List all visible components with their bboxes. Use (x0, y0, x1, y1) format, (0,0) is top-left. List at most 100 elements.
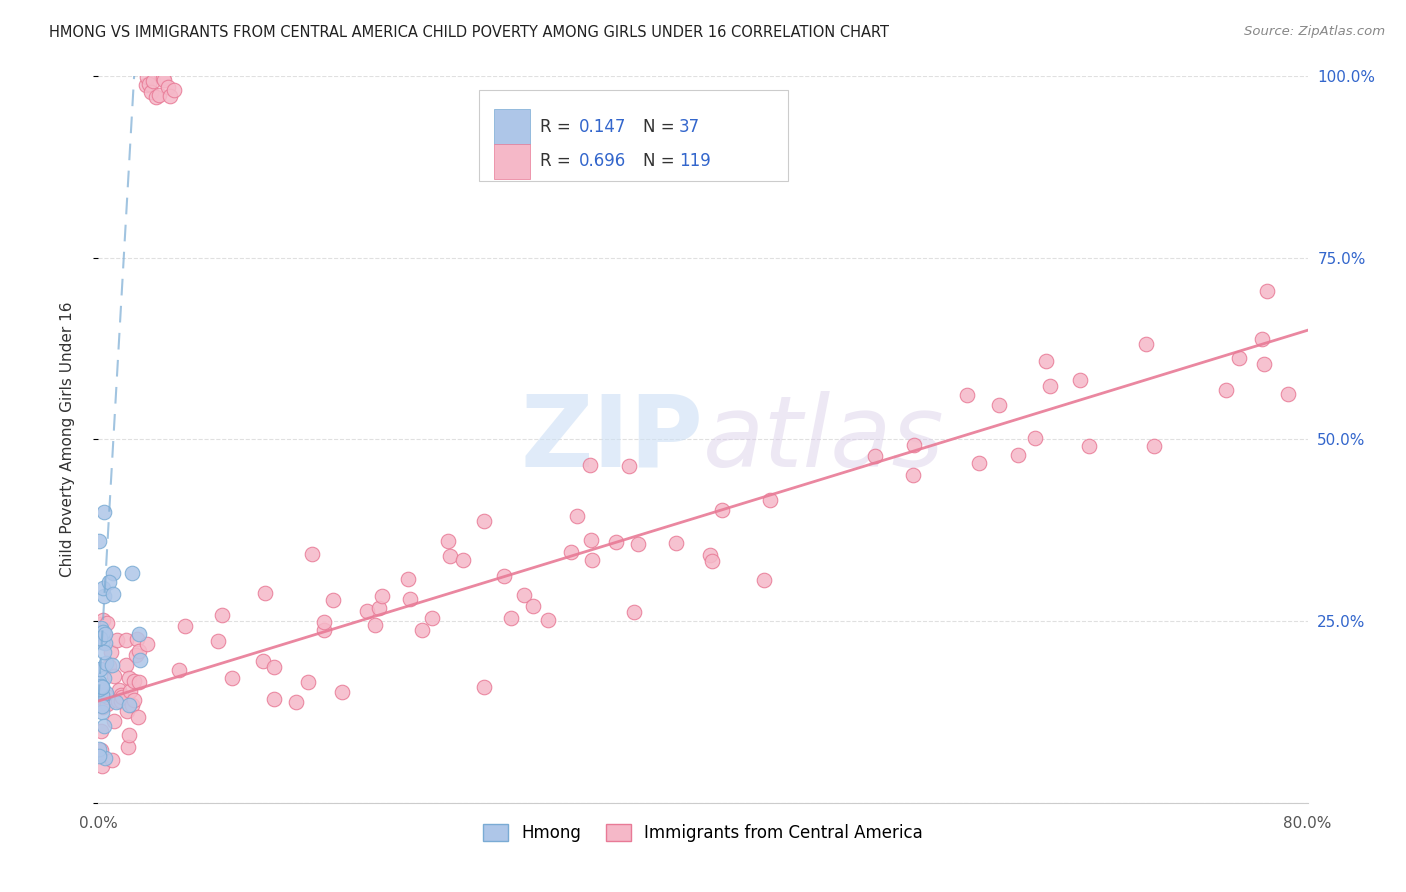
Point (322, 593, 344, 607)
Point (301, 547, 323, 561)
Point (115, 658, 138, 673)
Point (90, 680, 112, 694)
Point (96, 616, 118, 631)
Point (474, 514, 496, 528)
Point (399, 592, 422, 607)
Point (371, 589, 394, 603)
Text: R =: R = (540, 153, 576, 170)
Point (121, 566, 143, 581)
Point (100, 645, 122, 659)
Point (411, 623, 433, 637)
Point (103, 587, 125, 601)
Point (93, 671, 115, 685)
Point (623, 605, 645, 619)
Point (93, 719, 115, 733)
Point (169, 663, 191, 677)
Point (252, 654, 274, 668)
Point (134, 78, 156, 92)
Point (211, 607, 233, 622)
Point (94, 636, 117, 650)
Point (159, 89, 181, 103)
Point (1250, 332, 1272, 346)
Point (135, 637, 157, 651)
Point (98, 574, 121, 589)
Point (332, 685, 354, 699)
Point (627, 537, 650, 551)
Point (1256, 284, 1278, 298)
Point (110, 688, 132, 702)
Point (87, 742, 110, 756)
Point (122, 674, 145, 689)
Text: Source: ZipAtlas.com: Source: ZipAtlas.com (1244, 25, 1385, 38)
Point (699, 549, 721, 563)
Point (101, 566, 124, 581)
Text: 0.696: 0.696 (578, 153, 626, 170)
Point (312, 623, 335, 637)
Point (142, 74, 165, 88)
Point (115, 704, 138, 718)
Point (863, 450, 886, 464)
Point (472, 680, 495, 694)
Point (536, 614, 558, 628)
FancyBboxPatch shape (494, 109, 530, 145)
Point (93, 627, 115, 641)
Point (89, 663, 111, 677)
Text: 119: 119 (679, 153, 710, 170)
Point (579, 533, 602, 547)
Point (91, 613, 114, 627)
Point (1277, 386, 1299, 401)
Point (700, 553, 723, 567)
Point (1039, 379, 1062, 393)
Point (89, 631, 111, 645)
Point (87, 682, 110, 697)
Point (581, 553, 603, 567)
Point (156, 80, 179, 95)
Point (356, 604, 378, 618)
Point (91, 625, 114, 640)
FancyBboxPatch shape (494, 144, 530, 178)
Point (128, 627, 150, 641)
Point (94, 656, 117, 670)
Point (93, 692, 115, 706)
Point (1135, 337, 1157, 351)
Point (118, 698, 141, 713)
Text: N =: N = (643, 153, 679, 170)
Point (125, 632, 148, 646)
Point (752, 574, 775, 588)
Point (665, 536, 688, 550)
Point (153, 72, 176, 87)
Point (512, 588, 534, 602)
Point (127, 710, 149, 724)
Y-axis label: Child Poverty Among Girls Under 16: Child Poverty Among Girls Under 16 (60, 301, 75, 577)
Point (396, 572, 419, 586)
Point (129, 653, 152, 667)
Point (148, 87, 170, 102)
Point (367, 600, 389, 615)
Point (903, 438, 925, 452)
Point (90, 723, 112, 738)
Point (492, 569, 515, 583)
Point (759, 492, 782, 507)
Point (87, 675, 110, 690)
Point (297, 675, 319, 690)
Point (118, 728, 141, 742)
Point (91, 680, 114, 694)
Point (605, 534, 627, 549)
Point (91, 759, 114, 773)
Point (89, 626, 111, 640)
Point (89, 748, 111, 763)
Point (94, 686, 117, 700)
Text: HMONG VS IMMIGRANTS FROM CENTRAL AMERICA CHILD POVERTY AMONG GIRLS UNDER 16 CORR: HMONG VS IMMIGRANTS FROM CENTRAL AMERICA… (49, 25, 889, 40)
Point (90, 743, 112, 757)
Point (128, 675, 150, 690)
Point (565, 508, 588, 523)
Point (136, 70, 159, 84)
Point (103, 669, 125, 683)
Point (94, 750, 117, 764)
Point (1069, 373, 1091, 387)
Point (956, 387, 979, 401)
Point (91, 581, 114, 595)
Point (114, 633, 136, 648)
Point (105, 633, 128, 648)
Point (207, 634, 229, 648)
